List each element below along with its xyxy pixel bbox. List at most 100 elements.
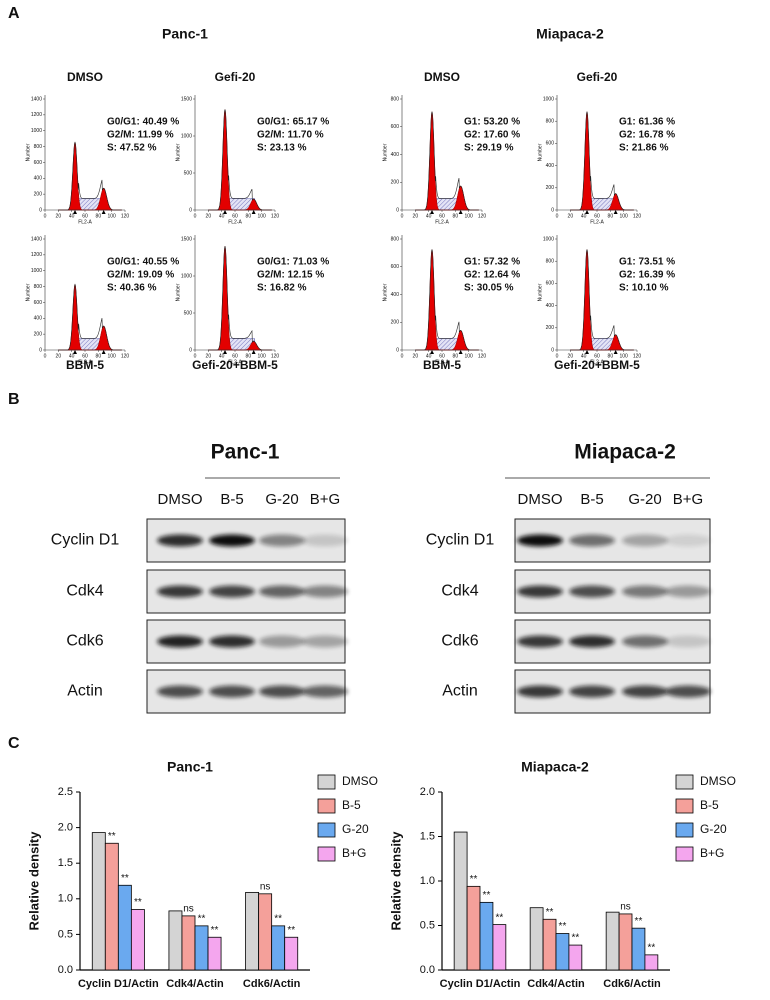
peak-marker — [458, 210, 463, 214]
x-tick-label: 20 — [568, 353, 574, 359]
x-tick-label: 60 — [82, 353, 88, 359]
x-axis-label: FL2-A — [78, 219, 92, 225]
x-tick-label: 0 — [44, 213, 47, 219]
y-tick-label: 400 — [546, 163, 555, 169]
y-axis-label: Relative density — [26, 831, 41, 931]
band — [665, 534, 711, 547]
y-tick-label: 1000 — [31, 268, 42, 274]
plot-title: DMSO — [424, 70, 460, 84]
band — [622, 534, 668, 547]
peak-marker — [430, 210, 434, 214]
x-tick-label: 120 — [271, 213, 280, 219]
y-axis-label: Number — [175, 143, 181, 161]
significance-label: ** — [287, 925, 295, 936]
x-tick-label: 60 — [82, 213, 88, 219]
y-tick-label: 600 — [546, 281, 555, 287]
significance-label: ns — [260, 881, 271, 892]
significance-label: ** — [470, 874, 478, 885]
y-tick-label: 2.0 — [420, 786, 435, 798]
blot-heading: Panc-1 — [211, 441, 280, 464]
x-tick-label: 120 — [121, 213, 130, 219]
y-tick-label: 400 — [34, 176, 43, 182]
bar — [194, 925, 209, 971]
band — [569, 635, 615, 648]
x-tick-label: 80 — [96, 213, 102, 219]
x-tick-label: 0 — [401, 353, 404, 359]
legend-label: B-5 — [700, 798, 719, 812]
y-tick-label: 0.0 — [420, 964, 435, 976]
peak-marker — [613, 350, 618, 354]
bar — [568, 944, 583, 971]
x-tick-label: 40 — [69, 213, 75, 219]
x-tick-label: 20 — [206, 213, 212, 219]
legend-swatch — [675, 774, 694, 790]
y-tick-label: 0.0 — [58, 964, 73, 976]
plot-title: Gefi-20 — [577, 70, 618, 84]
band — [622, 585, 668, 598]
significance-label: ** — [483, 890, 491, 901]
legend-swatch — [675, 798, 694, 814]
plot-title: DMSO — [67, 70, 103, 84]
y-axis-label: Relative density — [388, 831, 403, 931]
x-tick-label: 120 — [271, 353, 280, 359]
x-tick-label: 0 — [401, 213, 404, 219]
lane-label: B-5 — [580, 491, 603, 508]
y-tick-label: 400 — [391, 292, 400, 298]
s-phase — [570, 338, 634, 351]
band — [622, 685, 668, 698]
plot-title: BBM-5 — [66, 358, 104, 372]
y-tick-label: 600 — [34, 160, 43, 166]
y-tick-label: 800 — [34, 144, 43, 150]
x-tick-label: 80 — [453, 353, 459, 359]
y-tick-label: 1000 — [181, 273, 192, 279]
bar — [644, 954, 659, 971]
y-tick-label: 600 — [391, 124, 400, 130]
histogram-outline — [415, 249, 479, 351]
x-tick-label: 60 — [594, 213, 600, 219]
histogram-outline — [208, 109, 272, 211]
peak-marker — [223, 210, 227, 214]
x-axis-label: FL2-A — [435, 219, 449, 225]
y-tick-label: 1400 — [31, 236, 42, 242]
y-tick-label: 0 — [189, 347, 192, 353]
band — [569, 685, 615, 698]
significance-label: ** — [121, 873, 129, 884]
x-tick-label: Cdk4/Actin — [527, 978, 585, 990]
cell-cycle-stat: G2/M: 11.99 % — [107, 130, 174, 141]
cell-cycle-stat: G2/M: 12.15 % — [257, 270, 324, 281]
band — [259, 534, 305, 547]
y-tick-label: 400 — [546, 303, 555, 309]
band — [157, 534, 203, 547]
y-tick-label: 1.5 — [420, 830, 435, 842]
peak-marker — [613, 210, 618, 214]
legend-swatch — [317, 798, 336, 814]
x-tick-label: 100 — [619, 213, 628, 219]
lane-label: DMSO — [158, 491, 203, 508]
bar — [492, 924, 507, 971]
bar — [271, 925, 286, 971]
blot-heading: Miapaca-2 — [574, 441, 676, 464]
peak-marker — [430, 350, 434, 354]
cell-cycle-stat: G0/G1: 65.17 % — [257, 117, 329, 128]
x-tick-label: 40 — [426, 353, 432, 359]
peak-marker — [585, 210, 589, 214]
y-tick-label: 1000 — [31, 128, 42, 134]
lane-label: B+G — [673, 491, 703, 508]
y-axis-label: Number — [382, 283, 388, 301]
cell-cycle-stat: G1: 57.32 % — [464, 257, 520, 268]
x-tick-label: 40 — [69, 353, 75, 359]
peak-marker — [251, 210, 256, 214]
x-tick-label: 80 — [608, 213, 614, 219]
x-tick-label: 80 — [96, 353, 102, 359]
y-tick-label: 0 — [189, 207, 192, 213]
x-axis-label: FL2-A — [590, 359, 604, 365]
y-axis-label: Number — [382, 143, 388, 161]
bar — [631, 927, 646, 971]
x-tick-label: 0 — [556, 353, 559, 359]
peak-marker — [73, 210, 77, 214]
cell-cycle-stat: G1: 73.51 % — [619, 257, 675, 268]
cell-cycle-stat: S: 30.05 % — [464, 283, 514, 294]
significance-label: ** — [546, 907, 554, 918]
y-tick-label: 1400 — [31, 96, 42, 102]
